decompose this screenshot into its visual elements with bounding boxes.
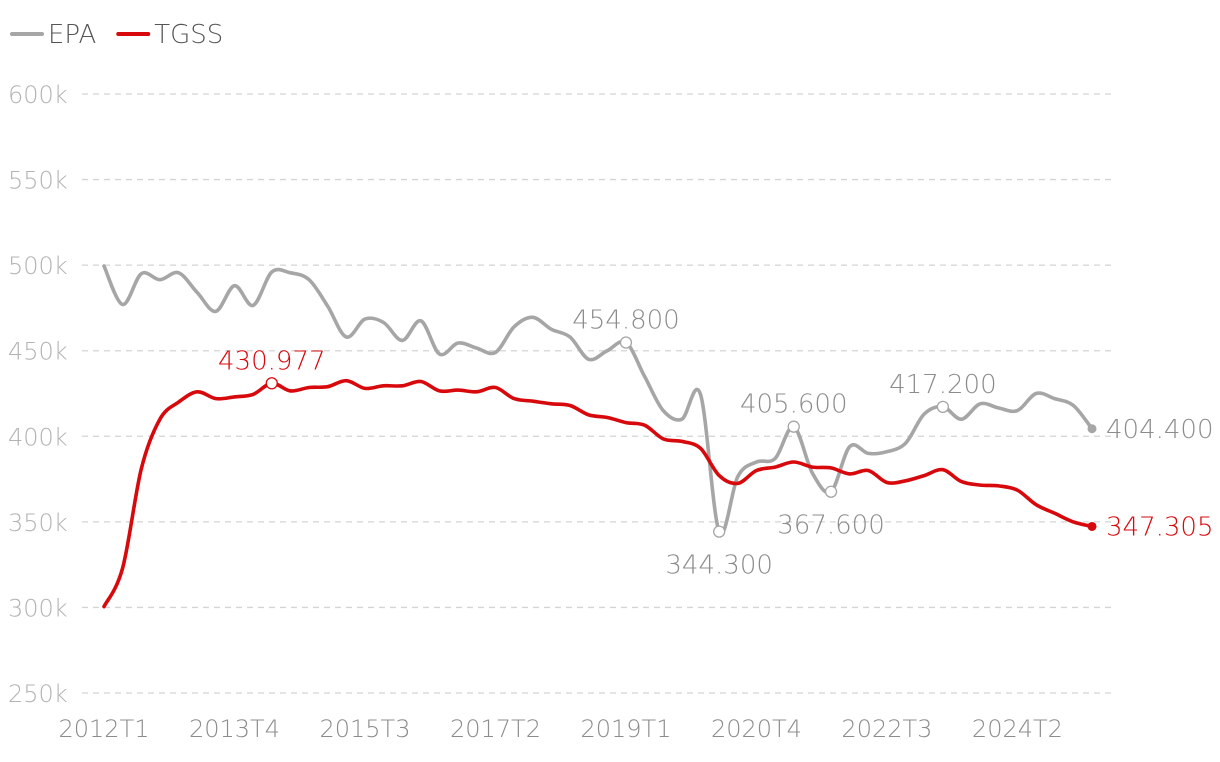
y-tick-label: 450k xyxy=(8,338,68,366)
y-tick-label: 350k xyxy=(8,509,68,537)
series-line-tgss xyxy=(102,378,1094,609)
point-marker xyxy=(787,420,800,433)
point-marker xyxy=(936,400,950,413)
x-axis: 2012T1 2013T4 2015T3 2017T2 2019T1 2020T4 2022… xyxy=(58,715,1062,743)
data-label: 344.300 xyxy=(665,551,773,581)
y-tick-label: 250k xyxy=(8,680,68,708)
y-tick-label: 600k xyxy=(8,81,68,109)
grid-lines xyxy=(82,93,1112,694)
x-tick-label: 2013T4 xyxy=(189,715,280,743)
data-label: 347.305 xyxy=(1106,512,1214,542)
x-tick-label: 2020T4 xyxy=(711,715,802,743)
data-label: 367.600 xyxy=(777,511,885,541)
end-point-marker xyxy=(1087,521,1097,531)
y-tick-label: 400k xyxy=(8,423,68,451)
point-marker xyxy=(824,485,838,498)
legend: EPA TGSS xyxy=(10,20,223,50)
point-marker xyxy=(619,336,633,349)
series-line-epa xyxy=(102,264,1094,536)
y-tick-label: 550k xyxy=(8,167,68,195)
x-tick-label: 2015T3 xyxy=(319,715,410,743)
point-marker xyxy=(265,377,278,390)
y-tick-label: 500k xyxy=(8,252,68,280)
data-label: 405.600 xyxy=(740,390,848,420)
x-tick-label: 2017T2 xyxy=(450,715,541,743)
legend-label: EPA xyxy=(48,20,96,50)
y-tick-label: 300k xyxy=(8,594,68,622)
end-point-marker xyxy=(1087,424,1097,434)
x-tick-label: 2019T1 xyxy=(580,715,671,743)
series-lines xyxy=(102,264,1094,609)
data-label: 454.800 xyxy=(572,305,680,335)
x-tick-label: 2024T2 xyxy=(972,715,1063,743)
x-tick-label: 2022T3 xyxy=(841,715,932,743)
data-label: 417.200 xyxy=(889,370,997,400)
annotation-markers: 454.800 344.300 405.600 367.600 417.200 404.4… xyxy=(218,305,1214,580)
point-marker xyxy=(713,525,726,538)
y-axis: 250k 300k 350k 400k 450k 500k 550k 600k xyxy=(8,81,68,708)
legend-label: TGSS xyxy=(154,20,223,50)
data-label: 404.400 xyxy=(1106,415,1214,445)
data-label: 430.977 xyxy=(218,346,326,376)
x-tick-label: 2012T1 xyxy=(58,715,149,743)
